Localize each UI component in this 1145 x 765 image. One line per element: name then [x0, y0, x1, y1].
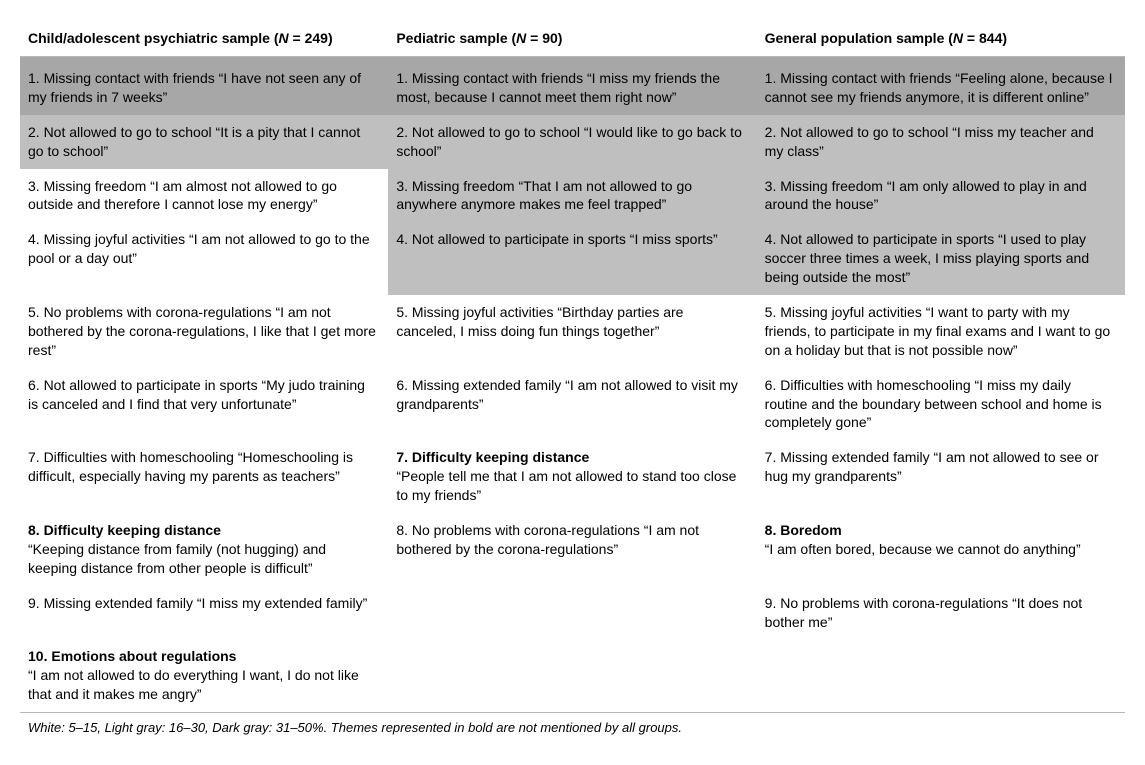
table-cell: 1. Missing contact with friends “Feeling…: [757, 57, 1125, 115]
header-col1-eq: = 249): [289, 30, 333, 46]
table-cell: 3. Missing freedom “I am only allowed to…: [757, 169, 1125, 223]
table-footer-row: White: 5–15, Light gray: 16–30, Dark gra…: [20, 713, 1125, 745]
table-row: 1. Missing contact with friends “I have …: [20, 57, 1125, 115]
table-header-row: Child/adolescent psychiatric sample (N =…: [20, 20, 1125, 57]
table-cell: 7. Missing extended family “I am not all…: [757, 440, 1125, 513]
header-col3: General population sample (N = 844): [757, 20, 1125, 57]
table-row: 10. Emotions about regulations“I am not …: [20, 639, 1125, 712]
table-cell: 7. Difficulty keeping distance“People te…: [388, 440, 756, 513]
table-cell: 7. Difficulties with homeschooling “Home…: [20, 440, 388, 513]
header-col2-label: Pediatric sample (: [396, 30, 516, 46]
themes-table: Child/adolescent psychiatric sample (N =…: [20, 20, 1125, 745]
table-cell: 6. Not allowed to participate in sports …: [20, 368, 388, 441]
table-cell: [388, 586, 756, 640]
table-cell: 1. Missing contact with friends “I miss …: [388, 57, 756, 115]
header-col3-label: General population sample (: [765, 30, 953, 46]
cell-bold-lead: 8. Boredom: [765, 521, 1113, 540]
table-cell: 4. Missing joyful activities “I am not a…: [20, 222, 388, 295]
table-cell: 8. No problems with corona-regulations “…: [388, 513, 756, 586]
table-row: 2. Not allowed to go to school “It is a …: [20, 115, 1125, 169]
table-row: 7. Difficulties with homeschooling “Home…: [20, 440, 1125, 513]
table-cell: 5. Missing joyful activities “I want to …: [757, 295, 1125, 368]
header-col1-n: N: [279, 30, 289, 46]
table-cell: 9. No problems with corona-regulations “…: [757, 586, 1125, 640]
table-body: 1. Missing contact with friends “I have …: [20, 57, 1125, 713]
header-col1-label: Child/adolescent psychiatric sample (: [28, 30, 279, 46]
table-cell: 8. Difficulty keeping distance“Keeping d…: [20, 513, 388, 586]
table-cell: 3. Missing freedom “That I am not allowe…: [388, 169, 756, 223]
cell-rest: “I am not allowed to do everything I wan…: [28, 666, 376, 704]
table-cell: 10. Emotions about regulations“I am not …: [20, 639, 388, 712]
table-cell: 3. Missing freedom “I am almost not allo…: [20, 169, 388, 223]
header-col3-n: N: [953, 30, 963, 46]
table-cell: 6. Missing extended family “I am not all…: [388, 368, 756, 441]
cell-bold-lead: 7. Difficulty keeping distance: [396, 448, 744, 467]
table-cell: 5. No problems with corona-regulations “…: [20, 295, 388, 368]
table-cell: 4. Not allowed to participate in sports …: [757, 222, 1125, 295]
table-cell: [388, 639, 756, 712]
table-row: 8. Difficulty keeping distance“Keeping d…: [20, 513, 1125, 586]
table-cell: 2. Not allowed to go to school “I miss m…: [757, 115, 1125, 169]
cell-rest: “Keeping distance from family (not huggi…: [28, 540, 376, 578]
table-row: 9. Missing extended family “I miss my ex…: [20, 586, 1125, 640]
header-col2-eq: = 90): [526, 30, 562, 46]
header-col1: Child/adolescent psychiatric sample (N =…: [20, 20, 388, 57]
header-col2: Pediatric sample (N = 90): [388, 20, 756, 57]
table-cell: 9. Missing extended family “I miss my ex…: [20, 586, 388, 640]
table-row: 5. No problems with corona-regulations “…: [20, 295, 1125, 368]
table-cell: 5. Missing joyful activities “Birthday p…: [388, 295, 756, 368]
table-cell: 8. Boredom“I am often bored, because we …: [757, 513, 1125, 586]
cell-rest: “I am often bored, because we cannot do …: [765, 540, 1113, 559]
table-cell: 2. Not allowed to go to school “It is a …: [20, 115, 388, 169]
cell-bold-lead: 8. Difficulty keeping distance: [28, 521, 376, 540]
table-cell: 4. Not allowed to participate in sports …: [388, 222, 756, 295]
table-cell: 2. Not allowed to go to school “I would …: [388, 115, 756, 169]
table-cell: [757, 639, 1125, 712]
header-col3-eq: = 844): [963, 30, 1007, 46]
cell-bold-lead: 10. Emotions about regulations: [28, 647, 376, 666]
table-footer: White: 5–15, Light gray: 16–30, Dark gra…: [20, 713, 1125, 745]
table-cell: 1. Missing contact with friends “I have …: [20, 57, 388, 115]
table-cell: 6. Difficulties with homeschooling “I mi…: [757, 368, 1125, 441]
table-row: 3. Missing freedom “I am almost not allo…: [20, 169, 1125, 223]
cell-rest: “People tell me that I am not allowed to…: [396, 467, 744, 505]
header-col2-n: N: [516, 30, 526, 46]
table-row: 4. Missing joyful activities “I am not a…: [20, 222, 1125, 295]
table-row: 6. Not allowed to participate in sports …: [20, 368, 1125, 441]
